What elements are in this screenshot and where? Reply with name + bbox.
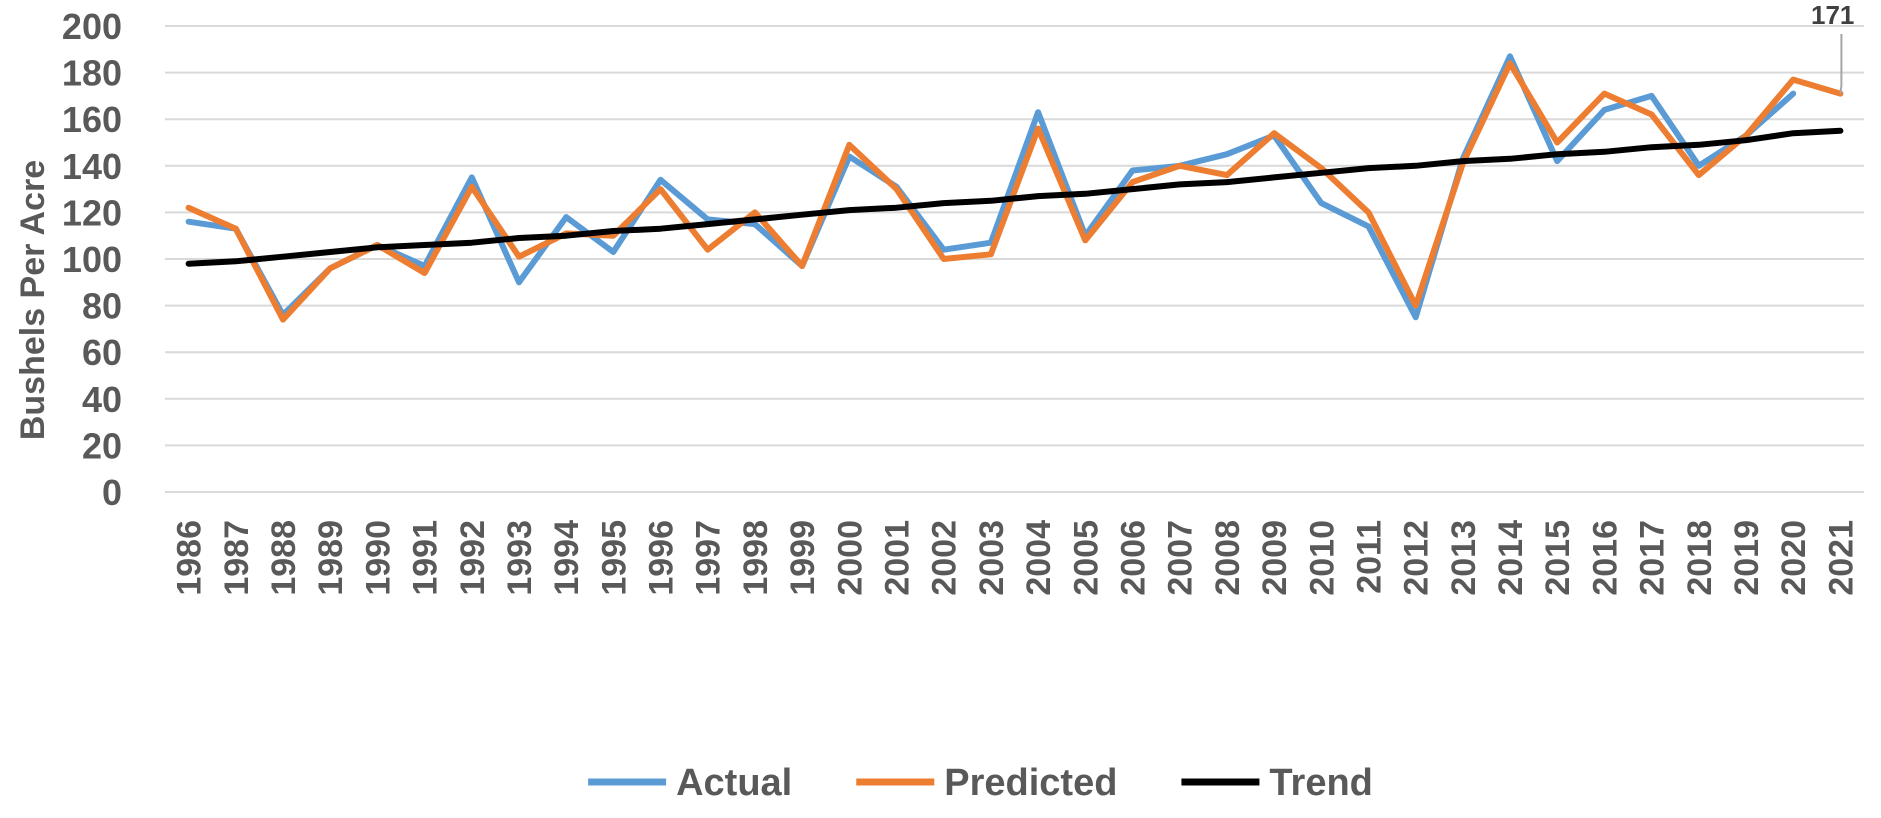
x-tick-label: 1993 [501, 520, 539, 596]
y-tick-label: 60 [82, 332, 122, 373]
legend: Actual Predicted Trend [588, 762, 1373, 804]
x-tick-label: 1986 [171, 520, 209, 596]
y-tick-label: 80 [82, 286, 122, 327]
x-axis-ticks: 1986 1987 1988 1989 1990 1991 1992 1993 1994 1995… [171, 520, 1861, 596]
x-tick-label: 2016 [1586, 520, 1624, 596]
legend-item-trend: Trend [1181, 762, 1373, 804]
x-tick-label: 2020 [1775, 520, 1813, 596]
series-line-trend [185, 127, 1844, 267]
annotation-leader-line [1839, 34, 1843, 94]
data-annotations: 171 [1811, 0, 1854, 94]
x-tick-label: 2011 [1350, 520, 1388, 594]
x-tick-label: 2017 [1634, 520, 1672, 596]
x-tick-label: 1998 [737, 520, 775, 596]
series-line-actual [185, 53, 1797, 321]
x-tick-label: 1997 [690, 520, 728, 596]
x-tick-label: 1990 [359, 520, 397, 596]
x-tick-label: 1987 [218, 520, 256, 596]
x-tick-label: 2002 [926, 520, 964, 596]
legend-item-predicted: Predicted [856, 762, 1117, 804]
x-tick-label: 1992 [454, 520, 492, 596]
x-tick-label: 1991 [407, 520, 445, 596]
y-tick-label: 180 [62, 53, 122, 94]
y-axis-label: Bushels Per Acre [14, 160, 52, 440]
x-tick-label: 2015 [1539, 520, 1577, 596]
x-tick-label: 2007 [1162, 520, 1200, 596]
x-tick-label: 2006 [1114, 520, 1152, 596]
legend-label: Actual [676, 762, 792, 804]
x-tick-label: 2018 [1681, 520, 1719, 596]
legend-label: Trend [1269, 762, 1372, 804]
x-tick-label: 2021 [1822, 520, 1860, 596]
y-tick-label: 120 [62, 192, 122, 233]
x-tick-label: 2004 [1020, 520, 1058, 596]
x-tick-label: 1994 [548, 520, 586, 596]
x-tick-label: 2014 [1492, 520, 1530, 596]
legend-label: Predicted [944, 762, 1117, 804]
y-tick-label: 0 [102, 472, 122, 513]
x-tick-label: 2008 [1209, 520, 1247, 596]
y-tick-label: 160 [62, 99, 122, 140]
y-tick-label: 100 [62, 239, 122, 280]
y-tick-label: 40 [82, 379, 122, 420]
x-tick-label: 2003 [973, 520, 1011, 596]
series-line-predicted [185, 60, 1844, 323]
x-tick-label: 1988 [265, 520, 303, 596]
x-tick-label: 1996 [643, 520, 681, 596]
x-tick-label: 2019 [1728, 520, 1766, 596]
data-label: 171 [1811, 0, 1854, 30]
y-tick-label: 200 [62, 6, 122, 47]
x-tick-label: 2005 [1067, 520, 1105, 596]
x-tick-label: 2000 [831, 520, 869, 596]
x-tick-label: 1999 [784, 520, 822, 596]
series-lines [185, 53, 1844, 323]
x-tick-label: 1989 [312, 520, 350, 596]
x-tick-label: 2009 [1256, 520, 1294, 596]
x-tick-label: 2013 [1445, 520, 1483, 596]
y-tick-label: 140 [62, 146, 122, 187]
x-tick-label: 2001 [879, 520, 917, 596]
gridlines [165, 25, 1864, 493]
y-tick-label: 20 [82, 425, 122, 466]
x-tick-label: 2012 [1398, 520, 1436, 596]
x-tick-label: 1995 [595, 520, 633, 596]
y-axis-ticks: 0 20 40 60 80 100 120 140 160 180 200 [62, 6, 122, 513]
x-tick-label: 2010 [1303, 520, 1341, 596]
legend-item-actual: Actual [588, 762, 792, 804]
